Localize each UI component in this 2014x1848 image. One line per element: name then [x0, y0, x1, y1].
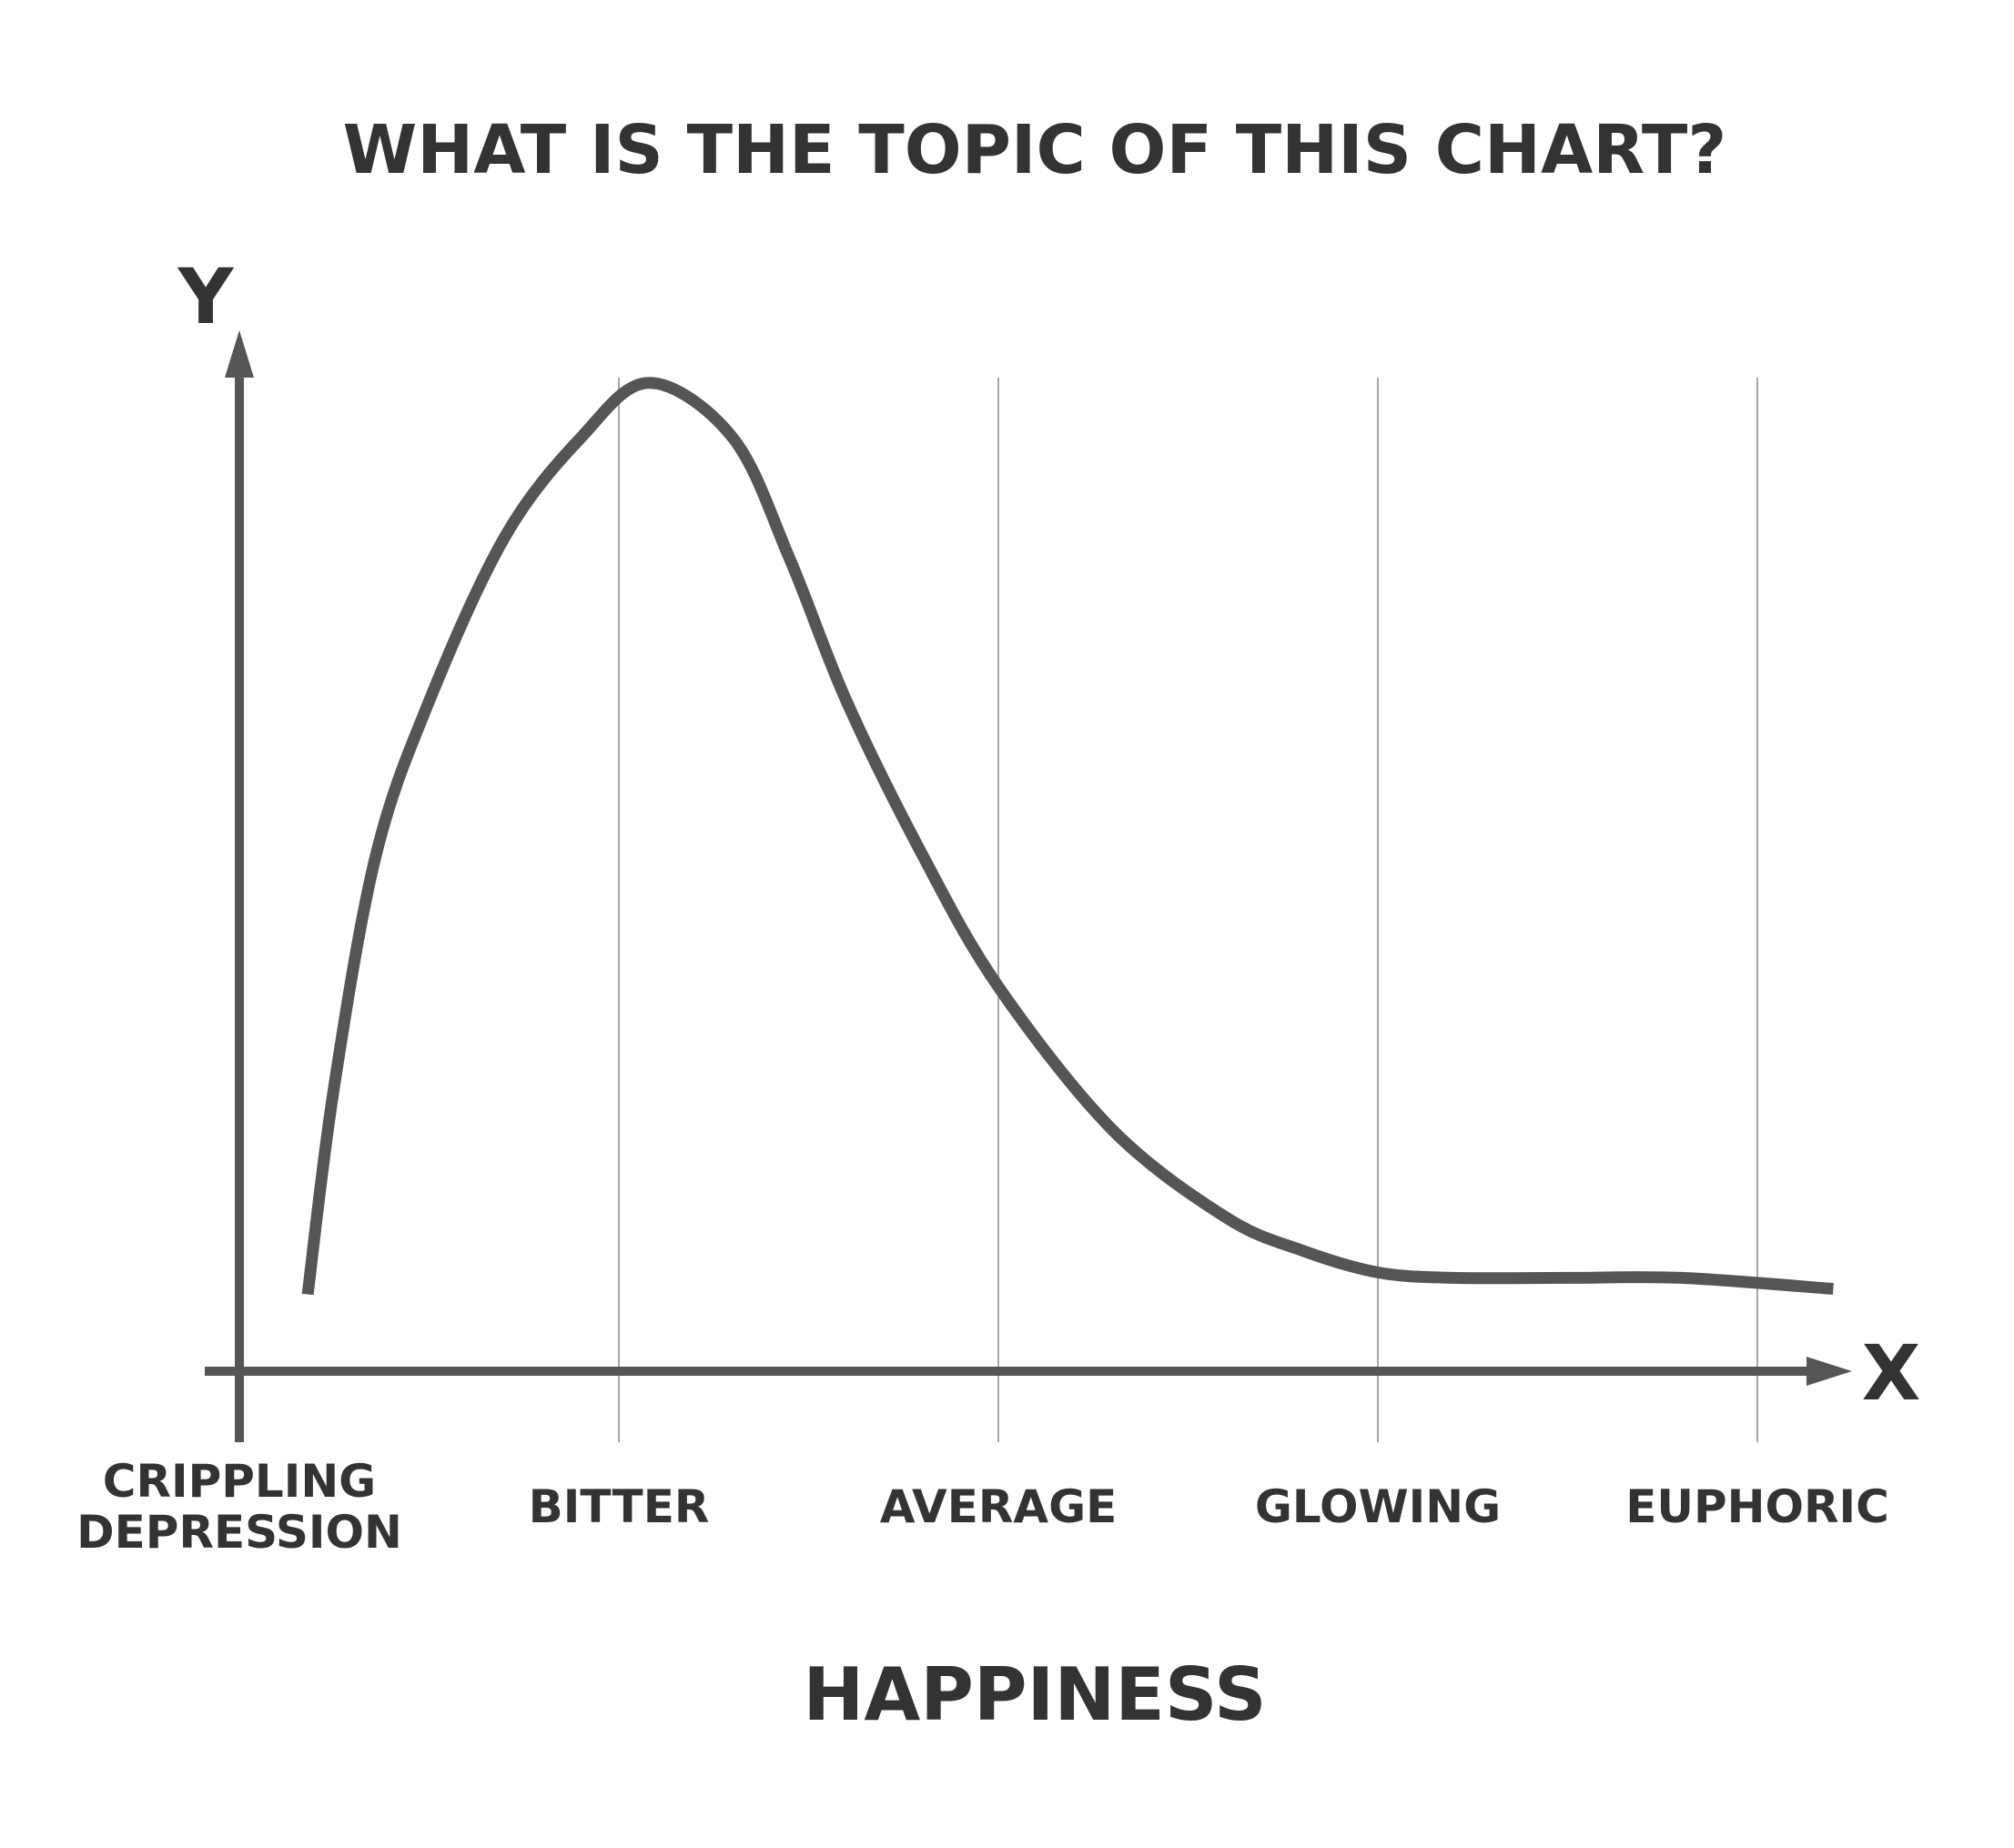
- x-tick-label: AVERAGE: [880, 1480, 1118, 1533]
- series-line: [301, 377, 1834, 1296]
- y-axis-arrow-icon: [225, 330, 254, 378]
- x-axis-label: HAPPINESS: [803, 1652, 1266, 1737]
- x-tick-label: BITTER: [529, 1480, 710, 1533]
- x-tick-label: DEPRESSION: [76, 1506, 402, 1559]
- y-axis-letter: Y: [177, 252, 235, 341]
- grid-lines: [618, 378, 1758, 1442]
- y-axis: Y: [177, 252, 254, 1442]
- x-tick-label: EUPHORIC: [1625, 1480, 1889, 1533]
- chart-title: WHAT IS THE TOPIC OF THIS CHART?: [343, 111, 1727, 189]
- x-axis-letter: X: [1862, 1328, 1921, 1418]
- x-tick-label: GLOWING: [1255, 1480, 1501, 1533]
- x-tick-label: CRIPPLING: [103, 1455, 376, 1508]
- x-axis-arrow-icon: [1807, 1357, 1852, 1386]
- x-axis: X: [205, 1328, 1920, 1418]
